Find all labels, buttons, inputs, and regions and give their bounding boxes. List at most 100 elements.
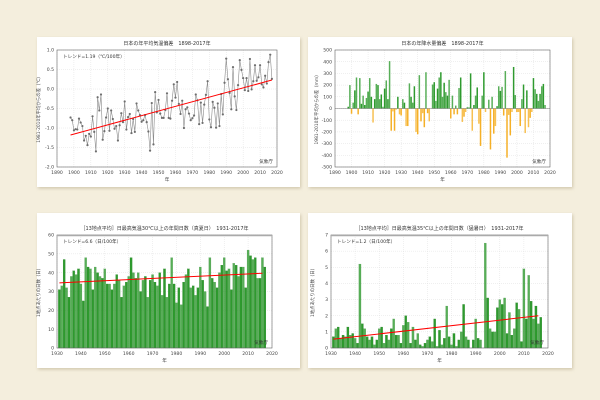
data-bar (498, 299, 501, 349)
data-bar (339, 338, 342, 349)
data-bar (443, 338, 446, 349)
data-bar (191, 285, 195, 349)
data-point (236, 84, 240, 87)
x-tick-label: 1990 (194, 351, 206, 357)
data-bar (414, 339, 417, 349)
x-axis-label: 年 (440, 176, 445, 183)
y-tick-label: 1.0 (47, 48, 54, 54)
data-bar (491, 331, 494, 349)
x-tick-label: 2020 (271, 170, 283, 176)
data-point (240, 68, 243, 71)
y-tick-label: 0.0 (47, 87, 54, 93)
data-point (116, 139, 120, 142)
data-bar (215, 287, 219, 349)
data-point (123, 100, 126, 103)
data-bar (139, 291, 142, 349)
data-bar (60, 285, 63, 349)
data-bar (137, 272, 140, 349)
data-bar (525, 318, 528, 349)
data-bar (370, 96, 373, 109)
data-bar (367, 91, 369, 109)
data-bar (515, 302, 518, 349)
x-tick-label: 2000 (218, 351, 230, 357)
data-bar (527, 108, 530, 128)
data-point (142, 119, 145, 122)
y-tick-label: 30 (48, 289, 54, 295)
data-bar (156, 285, 159, 349)
data-bar (496, 106, 498, 109)
data-point (243, 89, 246, 92)
data-bar (529, 108, 531, 118)
x-tick-label: 1920 (102, 170, 114, 176)
data-bar (416, 333, 419, 349)
data-bar (451, 95, 454, 109)
x-tick-label: 1960 (445, 170, 457, 176)
data-bar (517, 309, 521, 349)
data-bar (539, 93, 541, 109)
data-bar (223, 257, 226, 349)
data-bar (397, 96, 399, 109)
data-bar (362, 95, 364, 109)
data-point (270, 77, 274, 80)
data-bar (353, 338, 357, 349)
x-tick-label: 1980 (203, 170, 215, 176)
data-bar (517, 108, 520, 113)
chart-panel-2: 1890 1900 1910 1920 1930 1940 1950 1960 1970 1980… (308, 37, 572, 187)
trend-line (333, 315, 539, 340)
data-point (128, 112, 131, 116)
source-label: 気象庁 (254, 339, 268, 346)
x-axis-label: 年 (165, 176, 170, 183)
data-bar (89, 268, 92, 349)
data-bar (350, 108, 353, 114)
data-bar (400, 108, 402, 116)
data-bar (398, 108, 401, 115)
data-point (84, 134, 87, 137)
x-tick-label: 1940 (75, 351, 87, 357)
data-bar (452, 333, 456, 349)
trend-line (59, 272, 263, 284)
data-point (182, 126, 186, 130)
data-bar (115, 274, 118, 349)
data-bar (261, 257, 264, 349)
chart-title: ［13地点平均］日最高気温35℃以上の年間日数（猛暑日） 1931-2017年 (355, 225, 523, 232)
data-bar (438, 330, 441, 349)
data-bar (403, 102, 406, 109)
data-point (223, 81, 226, 84)
data-point (187, 112, 191, 115)
data-bar (383, 88, 386, 109)
chart-panel-4: 1930 1940 1950 1960 1970 1980 1990 2000 2010 2020… (308, 213, 572, 368)
data-bar (450, 108, 452, 119)
data-bar (540, 86, 543, 109)
data-point (157, 98, 160, 102)
data-point (235, 108, 238, 112)
data-point (258, 64, 262, 67)
data-point (267, 60, 270, 64)
x-tick-label: 1930 (325, 351, 337, 357)
data-point (137, 109, 140, 112)
data-bar (491, 96, 493, 109)
data-bar (172, 283, 176, 349)
data-bar (456, 108, 459, 115)
y-tick-label: -100 (322, 118, 333, 124)
data-bar (230, 289, 233, 349)
data-point (174, 96, 177, 99)
data-point (204, 93, 208, 96)
y-tick-label: 60 (48, 233, 54, 239)
data-bar (501, 86, 503, 109)
data-bar (409, 343, 412, 349)
y-tick-label: -300 (322, 141, 333, 147)
data-bar (96, 272, 99, 349)
data-bar (380, 94, 383, 109)
data-bar (542, 83, 545, 109)
x-tick-label: 1890 (51, 170, 63, 176)
x-tick-label: 1990 (495, 170, 507, 176)
data-point (167, 116, 170, 119)
data-bar (484, 242, 487, 349)
data-point (104, 116, 108, 119)
data-bar (505, 333, 509, 349)
data-bar (120, 297, 123, 349)
data-bar (468, 107, 470, 109)
data-bar (464, 108, 467, 113)
data-point (248, 57, 252, 61)
data-bar (208, 257, 212, 349)
